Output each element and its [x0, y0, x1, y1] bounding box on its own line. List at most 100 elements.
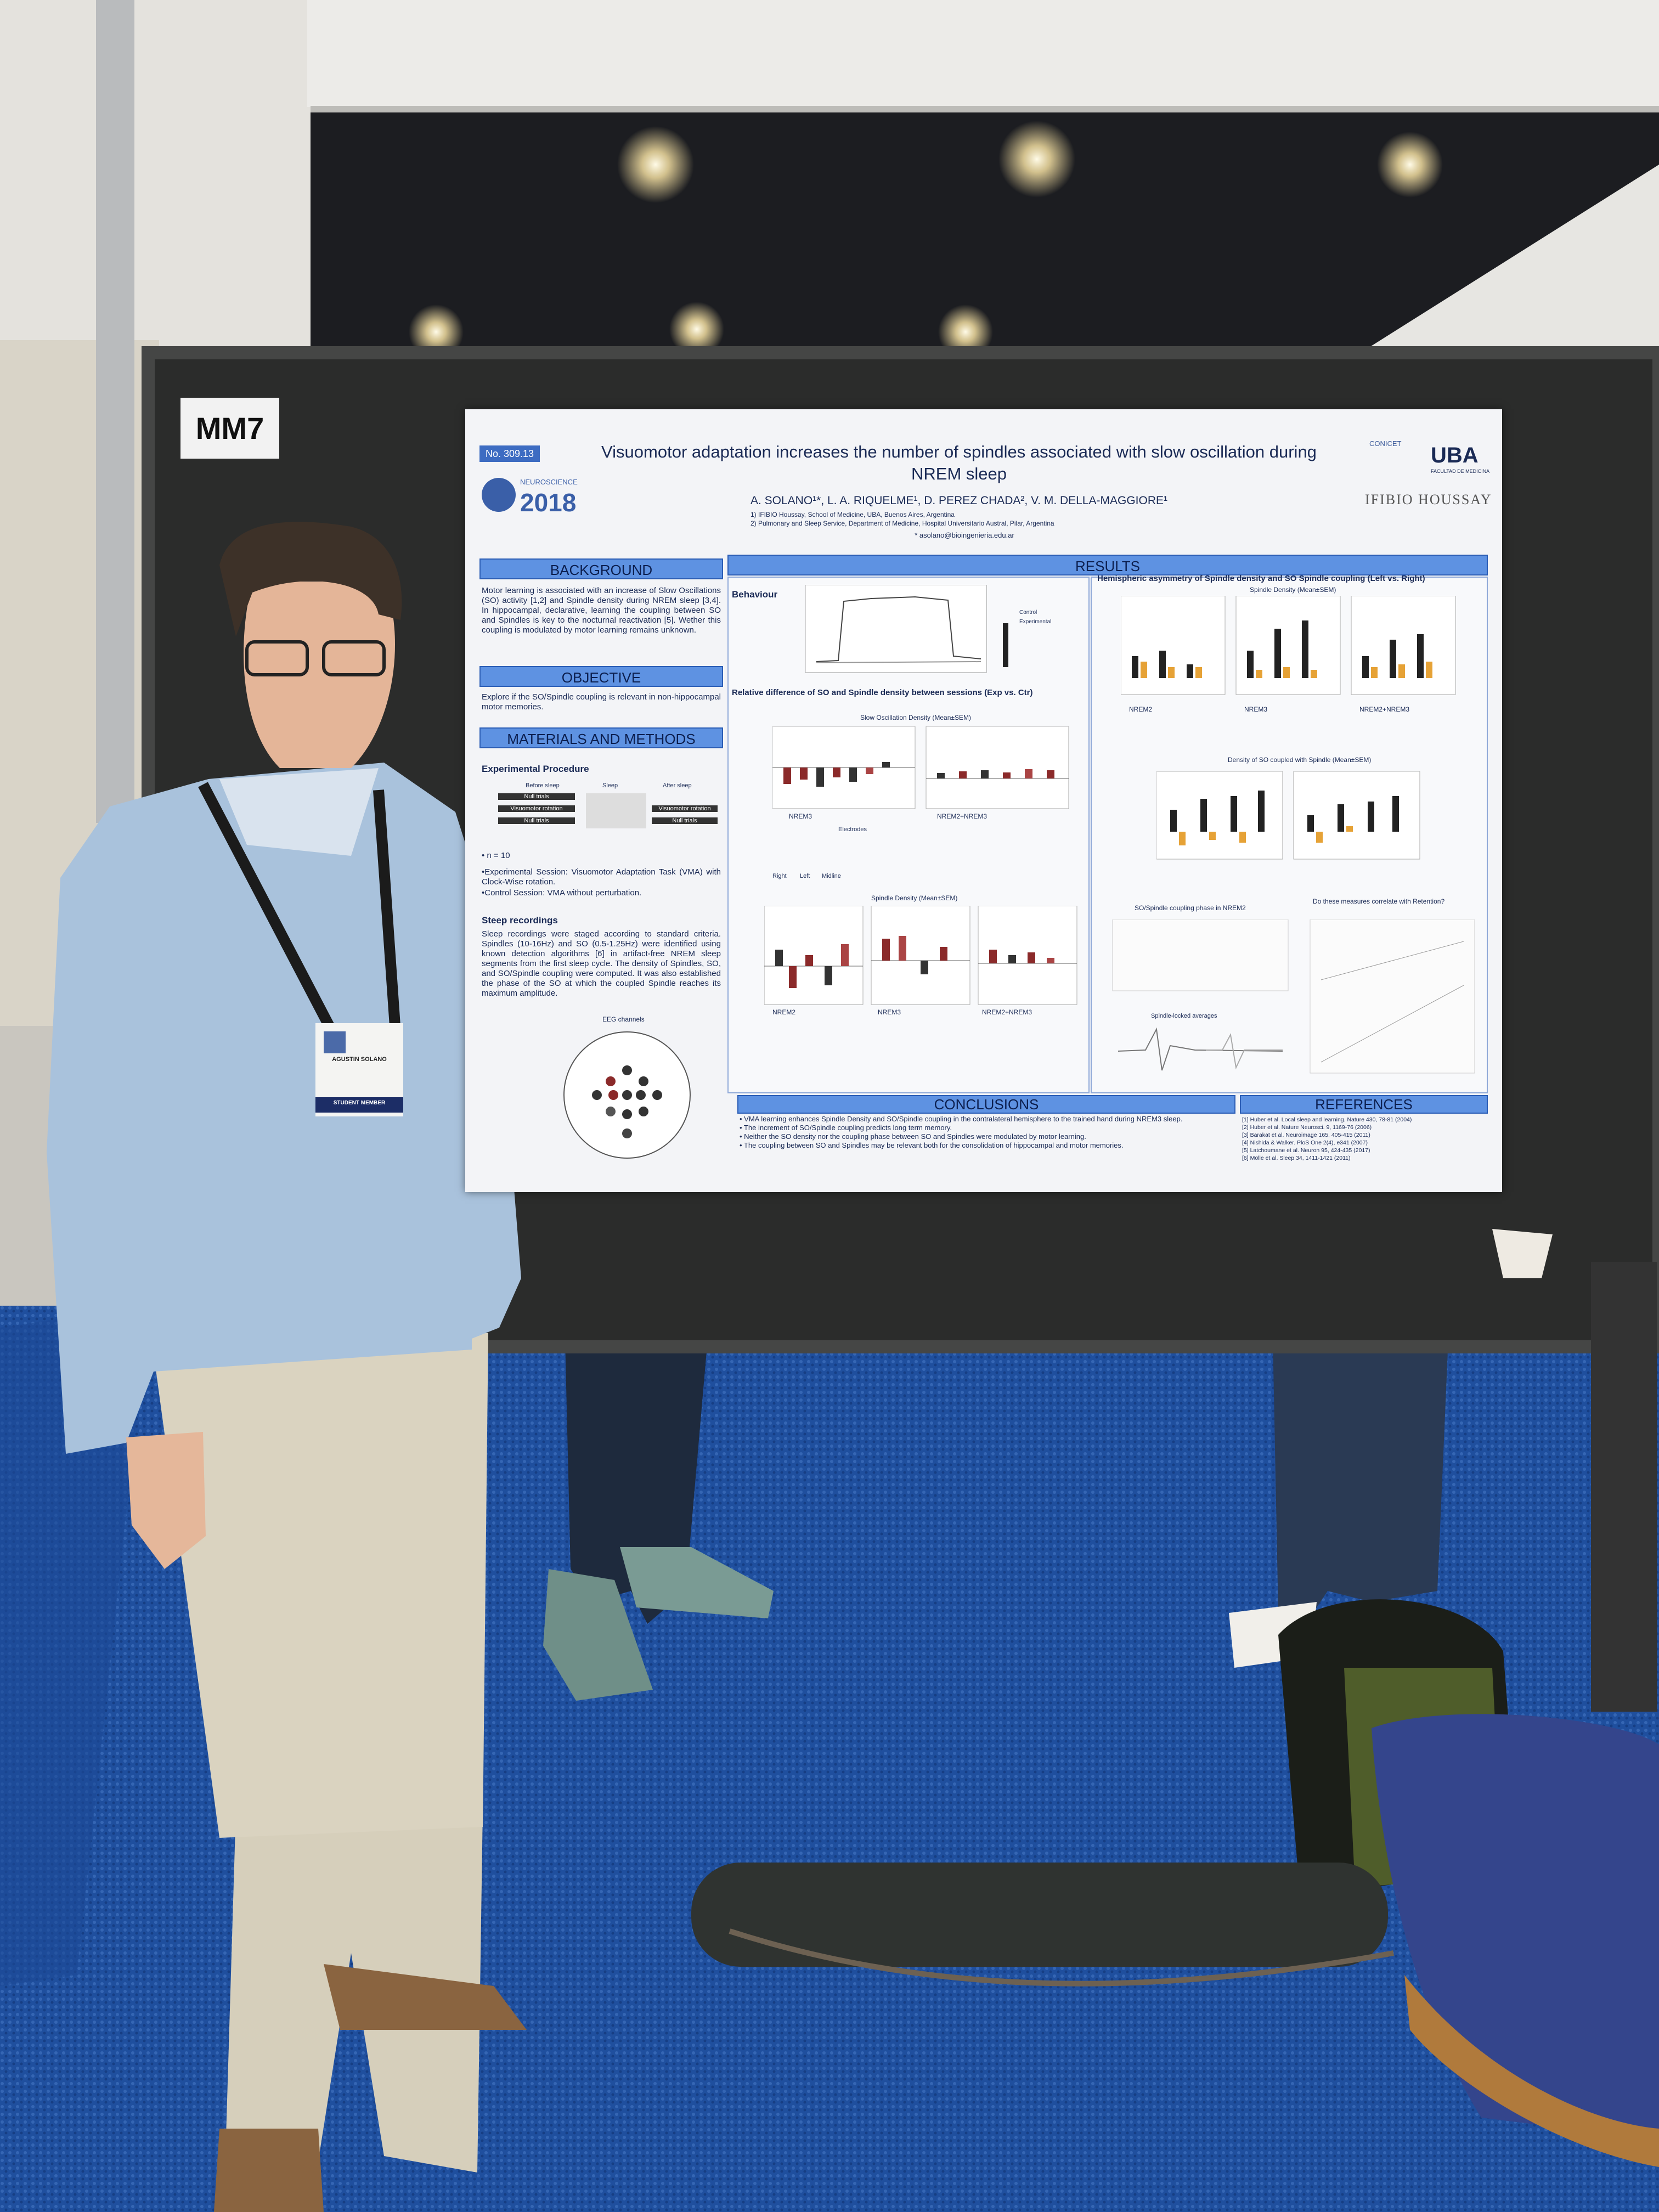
reference: [3] Barakat et al. Neuroimage 165, 405-4…	[1242, 1132, 1370, 1138]
scene-shape	[1351, 596, 1456, 695]
subheading: Behaviour	[732, 589, 778, 600]
scene-shape	[198, 782, 400, 1029]
scene-shape	[981, 770, 989, 778]
scene-shape	[989, 950, 997, 963]
method-bullet: •Control Session: VMA without perturbati…	[482, 888, 642, 898]
scene-shape	[606, 1107, 616, 1116]
scene-shape	[1247, 651, 1254, 678]
scene-shape	[1235, 596, 1341, 695]
scene-shape	[882, 762, 890, 768]
plot-title: SO/Spindle coupling phase in NREM2	[1135, 904, 1246, 912]
scene-shape	[322, 640, 386, 676]
scene-shape	[622, 1065, 632, 1075]
scene-shape	[636, 1090, 646, 1100]
stage-label: NREM2	[772, 1008, 796, 1016]
scene-shape	[691, 1863, 1388, 1967]
scene-shape	[669, 302, 724, 357]
scene-shape	[307, 0, 1659, 107]
coupled-density-plot	[1156, 771, 1420, 860]
meeting-year: 2018	[520, 488, 577, 517]
stage-label: NREM2	[1129, 706, 1153, 713]
legend-item: Right	[772, 873, 787, 879]
scene-shape	[816, 596, 981, 662]
scene-shape	[1003, 623, 1008, 667]
booth-label: MM7	[180, 398, 279, 459]
scene-shape	[937, 773, 945, 778]
stage-label: NREM3	[789, 812, 812, 820]
scene-shape	[1028, 952, 1035, 963]
scene-shape	[1338, 804, 1344, 832]
section-heading: RESULTS	[727, 555, 1488, 575]
scene-shape	[1283, 667, 1290, 678]
badge-role: STUDENT MEMBER	[333, 1100, 386, 1106]
scene-shape	[866, 768, 873, 774]
scene-shape	[1231, 796, 1237, 832]
conclusion: • The coupling between SO and Spindles m…	[740, 1141, 1124, 1149]
poster-title: NREM sleep	[911, 464, 1007, 483]
stage-label: NREM2+NREM3	[1359, 706, 1410, 713]
scene-shape	[47, 763, 521, 1454]
scene-shape	[938, 304, 993, 359]
scene-shape	[775, 950, 783, 966]
poster-title: Visuomotor adaptation increases the numb…	[601, 442, 1317, 461]
procedure-cell: Null trials	[498, 817, 575, 824]
axis-label: Electrodes	[838, 826, 867, 833]
scene-shape	[1256, 670, 1262, 678]
scene-shape	[1003, 772, 1011, 778]
asymmetry-plot	[1121, 596, 1456, 695]
scene-shape	[1112, 919, 1289, 991]
scene-shape	[783, 768, 791, 784]
scene-shape	[1311, 670, 1317, 678]
poster-authors: A. SOLANO¹*, L. A. RIQUELME¹, D. PEREZ C…	[750, 494, 1168, 507]
scene-shape	[805, 955, 813, 966]
scene-shape	[805, 585, 987, 673]
scene-shape	[606, 1076, 616, 1086]
scene-shape	[1195, 667, 1202, 678]
scene-shape	[816, 768, 824, 787]
stage-label: NREM3	[878, 1008, 901, 1016]
scene-shape	[1274, 629, 1281, 678]
scene-shape	[833, 768, 840, 777]
scene-shape	[1492, 1229, 1553, 1278]
conclusion: • Neither the SO density nor the couplin…	[740, 1132, 1086, 1141]
scene-shape	[1200, 799, 1207, 832]
plot-title: Spindle Density (Mean±SEM)	[1250, 586, 1336, 594]
scene-shape	[1426, 662, 1432, 678]
procedure-sleep	[586, 793, 646, 828]
scene-shape	[1258, 791, 1265, 832]
scene-shape	[816, 661, 981, 663]
eeg-label: EEG channels	[602, 1015, 645, 1023]
scene-shape	[1141, 662, 1147, 678]
scene-shape	[921, 961, 928, 974]
scene-shape	[219, 522, 402, 636]
scene-shape	[1047, 958, 1054, 963]
scene-shape	[1591, 1262, 1657, 1712]
scene-shape	[652, 1090, 662, 1100]
conclusion: • The increment of SO/Spindle coupling p…	[740, 1124, 952, 1132]
stage-label: NREM2+NREM3	[937, 812, 988, 820]
scene-shape	[622, 1090, 632, 1100]
scene-shape	[1179, 832, 1186, 845]
logo-faculty: FACULTAD DE MEDICINA	[1431, 469, 1490, 474]
reference: [6] Mölle et al. Sleep 34, 1411-1421 (20…	[1242, 1155, 1351, 1161]
scene-shape	[622, 1128, 632, 1138]
subheading: Steep recordings	[482, 915, 558, 926]
meeting-name: NEUROSCIENCE	[520, 478, 578, 486]
scene-shape	[1025, 769, 1032, 778]
scene-shape	[1209, 832, 1216, 840]
scene-shape	[639, 1107, 648, 1116]
eeg-montage	[563, 1031, 691, 1159]
logo-institute: IFIBIO HOUSSAY	[1365, 492, 1492, 507]
affiliation: 2) Pulmonary and Sleep Service, Departme…	[751, 520, 1054, 527]
scene-shape	[899, 936, 906, 961]
scene-shape	[926, 726, 1069, 809]
scene-shape	[825, 966, 832, 985]
scene-shape	[1121, 596, 1226, 695]
scene-shape	[849, 768, 857, 782]
conclusions-list: • VMA learning enhances Spindle Density …	[740, 1115, 1233, 1150]
plot-title: Density of SO coupled with Spindle (Mean…	[1228, 756, 1372, 764]
procedure-cell: Visuomotor rotation	[652, 805, 718, 812]
scene-shape	[96, 0, 134, 823]
plot-title: Do these measures correlate with Retenti…	[1313, 898, 1445, 905]
scene-shape	[311, 106, 1659, 112]
